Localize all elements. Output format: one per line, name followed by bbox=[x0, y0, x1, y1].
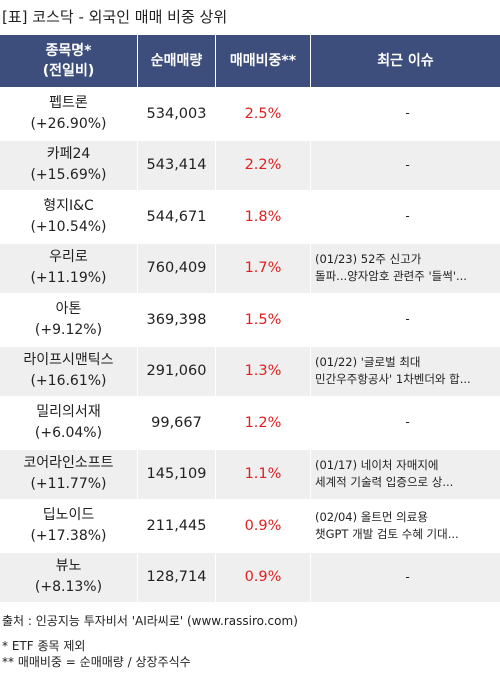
stock-change: (+15.69%) bbox=[30, 167, 107, 184]
stock-name-cell: 밀리의서재 (+6.04%) bbox=[0, 396, 137, 448]
header-name: 종목명* (전일비) bbox=[0, 35, 137, 87]
trade-ratio: 1.2% bbox=[215, 396, 310, 448]
issue-line1: (01/17) 네이처 자매지에 bbox=[315, 458, 439, 473]
issue-line2: 돌파...양자암호 관련주 '들썩'... bbox=[315, 269, 467, 284]
stock-name-cell: 펩트론 (+26.90%) bbox=[0, 87, 137, 139]
table-row: 펩트론 (+26.90%) 534,003 2.5% - bbox=[0, 87, 500, 139]
stock-name-cell: 우리로 (+11.19%) bbox=[0, 241, 137, 293]
recent-issue: - bbox=[310, 293, 500, 345]
net-volume: 128,714 bbox=[137, 550, 215, 602]
issue-line1: - bbox=[405, 209, 410, 224]
header-name-line1: 종목명* bbox=[45, 43, 92, 59]
stock-name-cell: 라이프시맨틱스 (+16.61%) bbox=[0, 344, 137, 396]
trade-ratio: 0.9% bbox=[215, 550, 310, 602]
stock-change: (+11.77%) bbox=[30, 476, 107, 493]
stock-name-cell: 카페24 (+15.69%) bbox=[0, 138, 137, 190]
recent-issue: - bbox=[310, 87, 500, 139]
net-volume: 543,414 bbox=[137, 138, 215, 190]
net-volume: 369,398 bbox=[137, 293, 215, 345]
stock-change: (+8.13%) bbox=[34, 579, 103, 596]
issue-line2: 세계적 기술력 입증으로 상... bbox=[315, 475, 454, 490]
stock-name: 밀리의서재 bbox=[36, 403, 101, 420]
stock-name: 뷰노 bbox=[55, 558, 82, 575]
stock-name-cell: 딥노이드 (+17.38%) bbox=[0, 499, 137, 551]
table-row: 딥노이드 (+17.38%) 211,445 0.9% (02/04) 올트먼 의료용 챗… bbox=[0, 499, 500, 551]
stock-change: (+11.19%) bbox=[30, 270, 107, 287]
recent-issue: - bbox=[310, 550, 500, 602]
footer-note-ratio: ** 매매비중 = 순매매량 / 상장주식수 bbox=[2, 655, 191, 669]
table-row: 코어라인소프트 (+11.77%) 145,109 1.1% (01/17) 네이처 자… bbox=[0, 447, 500, 499]
stock-name: 펩트론 bbox=[49, 94, 88, 111]
stock-change: (+10.54%) bbox=[30, 218, 107, 235]
page-title: [표] 코스닥 - 외국인 매매 비중 상위 bbox=[2, 8, 228, 26]
issue-line1: (01/23) 52주 신고가 bbox=[315, 252, 422, 267]
issue-line1: (02/04) 올트먼 의료용 bbox=[315, 509, 428, 524]
header-issue: 최근 이슈 bbox=[310, 35, 500, 87]
issue-line1: - bbox=[405, 157, 410, 172]
table-header-row: 종목명* (전일비) 순매매량 매매비중** 최근 이슈 bbox=[0, 35, 500, 87]
stock-name-cell: 형지I&C (+10.54%) bbox=[0, 190, 137, 242]
table-row: 형지I&C (+10.54%) 544,671 1.8% - bbox=[0, 190, 500, 242]
foreign-trading-table: 종목명* (전일비) 순매매량 매매비중** 최근 이슈 펩트론 (+26.90%… bbox=[0, 35, 500, 602]
stock-name: 코어라인소프트 bbox=[23, 455, 114, 472]
table-row: 아톤 (+9.12%) 369,398 1.5% - bbox=[0, 293, 500, 345]
stock-name: 카페24 bbox=[46, 146, 91, 163]
trade-ratio: 1.5% bbox=[215, 293, 310, 345]
trade-ratio: 1.1% bbox=[215, 447, 310, 499]
footer-note-etf: * ETF 종목 제외 bbox=[2, 639, 86, 653]
table-row: 라이프시맨틱스 (+16.61%) 291,060 1.3% (01/22) '글로벌 … bbox=[0, 344, 500, 396]
recent-issue: - bbox=[310, 396, 500, 448]
trade-ratio: 1.3% bbox=[215, 344, 310, 396]
issue-line1: (01/22) '글로벌 최대 bbox=[315, 355, 421, 370]
stock-change: (+26.90%) bbox=[30, 115, 107, 132]
recent-issue: - bbox=[310, 138, 500, 190]
stock-name: 아톤 bbox=[55, 300, 82, 317]
net-volume: 211,445 bbox=[137, 499, 215, 551]
table-row: 카페24 (+15.69%) 543,414 2.2% - bbox=[0, 138, 500, 190]
stock-name-cell: 코어라인소프트 (+11.77%) bbox=[0, 447, 137, 499]
net-volume: 544,671 bbox=[137, 190, 215, 242]
issue-line1: - bbox=[405, 415, 410, 430]
table-row: 우리로 (+11.19%) 760,409 1.7% (01/23) 52주 신고가 돌파… bbox=[0, 241, 500, 293]
header-volume: 순매매량 bbox=[137, 35, 215, 87]
stock-name-cell: 뷰노 (+8.13%) bbox=[0, 550, 137, 602]
stock-name-cell: 아톤 (+9.12%) bbox=[0, 293, 137, 345]
stock-name: 우리로 bbox=[49, 249, 88, 266]
stock-change: (+17.38%) bbox=[30, 527, 107, 544]
net-volume: 760,409 bbox=[137, 241, 215, 293]
issue-line1: - bbox=[405, 106, 410, 121]
recent-issue: - bbox=[310, 190, 500, 242]
trade-ratio: 2.5% bbox=[215, 87, 310, 139]
stock-name: 라이프시맨틱스 bbox=[23, 352, 114, 369]
trade-ratio: 1.7% bbox=[215, 241, 310, 293]
net-volume: 99,667 bbox=[137, 396, 215, 448]
issue-line2: 민간우주항공사' 1차벤더와 합... bbox=[315, 372, 471, 387]
stock-change: (+9.12%) bbox=[34, 321, 103, 338]
stock-change: (+16.61%) bbox=[30, 373, 107, 390]
net-volume: 291,060 bbox=[137, 344, 215, 396]
issue-line2: 챗GPT 개발 검토 수혜 기대... bbox=[315, 526, 459, 541]
table-row: 밀리의서재 (+6.04%) 99,667 1.2% - bbox=[0, 396, 500, 448]
header-ratio: 매매비중** bbox=[215, 35, 310, 87]
trade-ratio: 0.9% bbox=[215, 499, 310, 551]
trade-ratio: 1.8% bbox=[215, 190, 310, 242]
table-row: 뷰노 (+8.13%) 128,714 0.9% - bbox=[0, 550, 500, 602]
issue-line1: - bbox=[405, 312, 410, 327]
stock-name: 딥노이드 bbox=[42, 506, 95, 523]
net-volume: 534,003 bbox=[137, 87, 215, 139]
issue-line1: - bbox=[405, 569, 410, 584]
header-name-line2: (전일비) bbox=[42, 63, 95, 79]
footer-source: 출처 : 인공지능 투자비서 'AI라씨로' (www.rassiro.com) bbox=[2, 614, 298, 628]
net-volume: 145,109 bbox=[137, 447, 215, 499]
stock-change: (+6.04%) bbox=[34, 424, 103, 441]
trade-ratio: 2.2% bbox=[215, 138, 310, 190]
stock-name: 형지I&C bbox=[43, 197, 94, 214]
